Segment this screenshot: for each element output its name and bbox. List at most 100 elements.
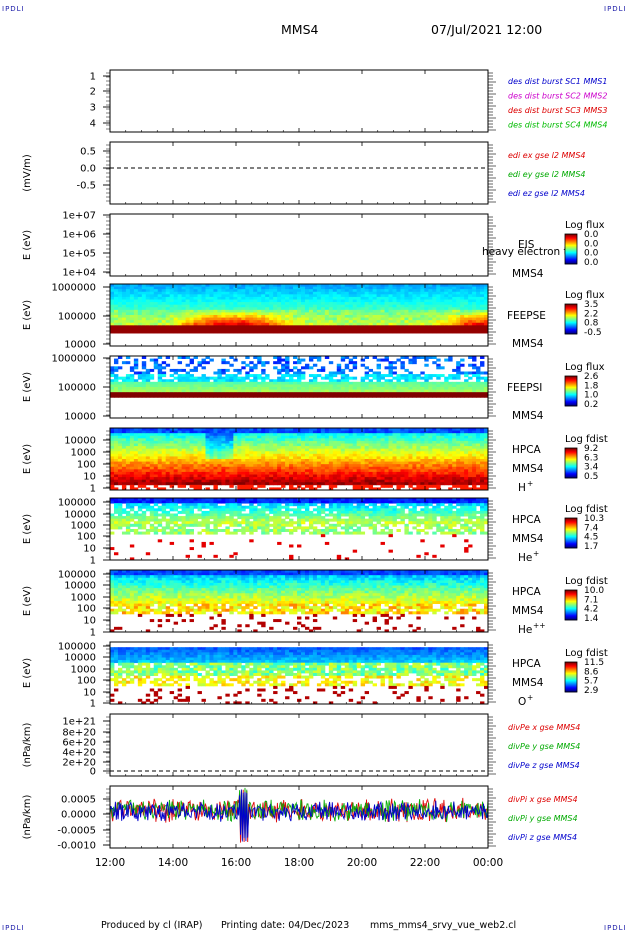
heatmap-cell [269,296,274,300]
heatmap-cell [245,446,250,450]
heatmap-cell [117,366,123,370]
heatmap-cell [324,317,330,321]
heatmap-cell [125,315,131,318]
heatmap-cell [356,304,362,308]
heatmap-cell [372,291,377,295]
heatmap-cell [189,291,194,295]
heatmap-cell [416,320,421,324]
heatmap-cell [484,284,489,287]
heatmap-cell [165,440,171,444]
heatmap-cell [376,296,381,300]
heatmap-cell [384,484,389,488]
heatmap-cell [336,291,342,295]
heatmap-cell [157,325,163,329]
heatmap-cell [209,315,214,318]
heatmap-cell [332,438,338,442]
heatmap-cell [440,381,445,385]
heatmap-cell [340,387,346,390]
heatmap-cell [113,430,119,434]
heatmap-cell [420,289,425,293]
heatmap-cell [145,304,151,308]
heatmap-cell [440,294,445,298]
heatmap-cell [380,482,385,486]
heatmap-cell [213,330,218,334]
heatmap-cell [408,330,413,334]
heatmap-cell [265,482,270,486]
heatmap-cell [145,428,151,431]
heatmap-cell [265,312,270,316]
heatmap-cell [344,451,350,455]
heatmap-cell [257,446,262,450]
heatmap-cell [293,315,298,318]
heatmap-cell [193,289,198,293]
heatmap-cell [137,327,143,331]
heatmap-cell [472,392,477,396]
heatmap-cell [153,484,159,488]
heatmap-cell [324,446,330,450]
heatmap-cell [420,387,425,390]
heatmap-cell [121,309,127,313]
heatmap-cell [388,325,393,329]
heatmap-cell [269,384,274,388]
heatmap-cell [412,387,417,390]
heatmap-cell [352,291,358,295]
heatmap-cell [412,294,417,298]
heatmap-cell [428,309,433,313]
heatmap-cell [181,477,186,481]
heatmap-cell [472,304,477,308]
heatmap-cell [436,315,441,318]
heatmap-cell [285,464,290,468]
heatmap-cell [320,322,326,326]
heatmap-cell [408,325,413,329]
heatmap-cell [476,325,481,329]
heatmap-cell [444,307,449,311]
heatmap-cell [225,296,230,300]
heatmap-cell [153,433,159,437]
heatmap-cell [328,284,334,287]
heatmap-cell [336,312,342,316]
heatmap-cell [221,322,226,326]
heatmap-cell [308,356,314,359]
heatmap-cell [452,317,457,321]
heatmap-cell [328,466,334,470]
heatmap-cell [420,296,425,300]
heatmap-cell [436,389,441,393]
heatmap-cell [273,435,278,439]
heatmap-cell [468,392,473,396]
heatmap-cell [185,320,190,324]
heatmap-cell [201,330,206,334]
heatmap-cell [145,312,151,316]
heatmap-cell [257,474,262,478]
heatmap-cell [253,443,258,447]
heatmap-cell [352,469,358,473]
heatmap-cell [404,309,409,313]
heatmap-cell [293,327,298,331]
heatmap-cell [344,464,350,468]
heatmap-cell [440,317,445,321]
heatmap-cell [205,330,210,334]
heatmap-cell [348,376,354,380]
heatmap-cell [484,317,489,321]
spacecraft-label: MMS4 [512,410,544,422]
heatmap-cell [352,294,358,298]
heatmap-cell [193,440,198,444]
heatmap-cell [412,286,417,290]
heatmap-cell [237,482,242,486]
heatmap-cell [300,479,306,483]
heatmap-cell [384,384,389,388]
heatmap-cell [316,317,322,321]
heatmap-cell [444,315,449,318]
heatmap-cell [153,446,159,450]
heatmap-cell [328,394,334,398]
heatmap-cell [297,438,302,442]
heatmap-cell [460,284,465,287]
heatmap-cell [332,466,338,470]
heatmap-cell [460,307,465,311]
heatmap-cell [229,320,234,324]
heatmap-cell [456,392,461,396]
heatmap-cell [285,394,290,398]
heatmap-cell [229,456,234,460]
heatmap-cell [356,482,362,486]
heatmap-cell [181,384,186,388]
heatmap-cell [253,435,258,439]
